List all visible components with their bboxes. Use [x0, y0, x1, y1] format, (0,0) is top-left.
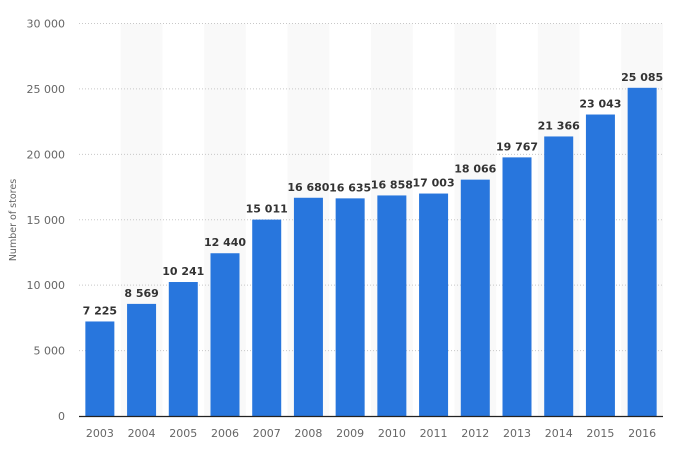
data-label: 18 066 — [454, 163, 496, 176]
data-label: 19 767 — [496, 140, 538, 153]
x-tick-label: 2012 — [461, 427, 489, 440]
bar-2011 — [419, 193, 449, 416]
x-tick-label: 2006 — [211, 427, 239, 440]
x-tick-label: 2011 — [420, 427, 448, 440]
y-tick-label: 15 000 — [27, 214, 66, 227]
bar-2016 — [627, 87, 657, 417]
x-tick-label: 2013 — [503, 427, 531, 440]
bar-2014 — [544, 136, 574, 417]
data-label: 23 043 — [579, 98, 621, 111]
data-label: 7 225 — [83, 304, 117, 317]
x-tick-label: 2009 — [336, 427, 364, 440]
bar-2008 — [293, 197, 323, 416]
data-label: 25 085 — [621, 71, 663, 84]
y-tick-label: 25 000 — [27, 83, 66, 96]
data-label: 16 680 — [287, 181, 329, 194]
bar-2012 — [460, 179, 490, 416]
bar-2010 — [377, 195, 407, 416]
y-tick-label: 30 000 — [27, 18, 66, 31]
y-tick-label: 0 — [58, 410, 65, 423]
data-label: 15 011 — [246, 203, 288, 216]
data-label: 16 858 — [371, 178, 413, 191]
data-label: 8 569 — [124, 287, 158, 300]
x-tick-label: 2005 — [169, 427, 197, 440]
bar-2006 — [210, 253, 240, 416]
bar-2007 — [252, 219, 282, 416]
x-tick-label: 2008 — [294, 427, 322, 440]
bar-2003 — [85, 321, 115, 416]
bar-2009 — [335, 198, 365, 416]
x-tick-label: 2003 — [86, 427, 114, 440]
bar-2004 — [127, 303, 157, 416]
x-tick-label: 2007 — [253, 427, 281, 440]
data-label: 17 003 — [413, 177, 455, 190]
x-tick-label: 2015 — [586, 427, 614, 440]
bar-2013 — [502, 157, 532, 416]
data-label: 10 241 — [162, 265, 204, 278]
data-label: 21 366 — [538, 119, 580, 132]
x-tick-label: 2014 — [545, 427, 573, 440]
y-tick-label: 10 000 — [27, 279, 66, 292]
bar-2015 — [585, 114, 615, 416]
x-tick-label: 2010 — [378, 427, 406, 440]
y-tick-label: 20 000 — [27, 148, 66, 161]
y-tick-label: 5 000 — [34, 345, 66, 358]
data-label: 12 440 — [204, 236, 246, 249]
x-tick-label: 2004 — [128, 427, 156, 440]
y-axis-label: Number of stores — [8, 179, 19, 261]
x-tick-label: 2016 — [628, 427, 656, 440]
bar-2005 — [168, 282, 198, 416]
data-label: 16 635 — [329, 181, 371, 194]
